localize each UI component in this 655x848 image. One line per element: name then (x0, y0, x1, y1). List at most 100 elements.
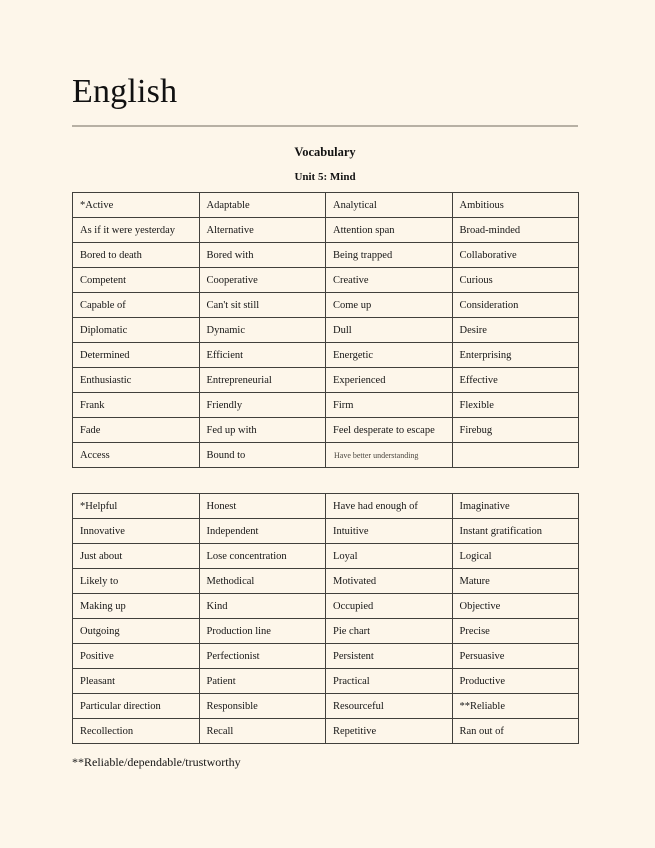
vocab-cell: Loyal (325, 543, 453, 569)
page-title: English (72, 73, 178, 110)
table-row: Making up Kind Occupied Objective (72, 593, 579, 619)
vocab-cell: Recall (198, 718, 326, 744)
table-row: Innovative Independent Intuitive Instant gr… (72, 518, 579, 544)
vocab-cell: Desire (451, 317, 579, 343)
vocab-cell: Have better understanding (325, 442, 453, 468)
vocab-cell: Access (72, 442, 200, 468)
vocab-cell: Frank (72, 392, 200, 418)
vocab-cell: **Reliable (451, 693, 579, 719)
vocabulary-table-1-body: *Active Adaptable Analytical Ambitious As if… (72, 192, 579, 468)
vocab-cell: Fed up with (198, 417, 326, 443)
vocab-cell: Intuitive (325, 518, 453, 544)
vocab-cell: Persistent (325, 643, 453, 669)
vocab-cell: Recollection (72, 718, 200, 744)
vocab-cell: Outgoing (72, 618, 200, 644)
vocabulary-table-2-body: *Helpful Honest Have had enough of Imaginat… (72, 493, 579, 744)
vocab-cell-empty (451, 442, 579, 468)
vocab-cell: Cooperative (198, 267, 326, 293)
vocab-cell: Perfectionist (198, 643, 326, 669)
vocab-cell: Creative (325, 267, 453, 293)
table-row: Determined Efficient Energetic Enterprising (72, 342, 579, 368)
vocab-cell: Particular direction (72, 693, 200, 719)
vocab-cell: Likely to (72, 568, 200, 594)
vocabulary-table-2: *Helpful Honest Have had enough of Imaginat… (72, 493, 579, 744)
vocab-cell: Ambitious (451, 192, 579, 218)
unit-heading: Unit 5: Mind (294, 171, 356, 183)
vocab-cell: Instant gratification (451, 518, 579, 544)
vocab-cell: Energetic (325, 342, 453, 368)
vocab-cell: *Helpful (72, 493, 200, 519)
vocab-cell: Efficient (198, 342, 326, 368)
vocab-cell: Pleasant (72, 668, 200, 694)
vocab-cell: Repetitive (325, 718, 453, 744)
vocab-cell: Motivated (325, 568, 453, 594)
vocab-cell: Production line (198, 618, 326, 644)
table-row: Particular direction Responsible Resourcef… (72, 693, 579, 719)
section-heading: Vocabulary (294, 145, 356, 159)
table-row: Outgoing Production line Pie chart Precise (72, 618, 579, 644)
table-row: Fade Fed up with Feel desperate to escape F… (72, 417, 579, 443)
vocab-cell: Bored with (198, 242, 326, 268)
table-row: Frank Friendly Firm Flexible (72, 392, 579, 418)
table-row: Likely to Methodical Motivated Mature (72, 568, 579, 594)
vocab-cell: Persuasive (451, 643, 579, 669)
vocab-cell: Responsible (198, 693, 326, 719)
vocab-cell: Positive (72, 643, 200, 669)
vocab-cell: Honest (198, 493, 326, 519)
vocab-cell: Firebug (451, 417, 579, 443)
vocab-cell: Determined (72, 342, 200, 368)
vocab-cell: Adaptable (198, 192, 326, 218)
vocab-cell: Pie chart (325, 618, 453, 644)
vocab-cell: *Active (72, 192, 200, 218)
vocabulary-table-1: *Active Adaptable Analytical Ambitious As if… (72, 192, 579, 468)
vocab-cell: Being trapped (325, 242, 453, 268)
vocab-cell: Practical (325, 668, 453, 694)
vocab-cell: Come up (325, 292, 453, 318)
vocab-cell: Independent (198, 518, 326, 544)
vocab-cell: Have had enough of (325, 493, 453, 519)
vocab-cell: Precise (451, 618, 579, 644)
vocab-cell: Kind (198, 593, 326, 619)
table-row: *Helpful Honest Have had enough of Imaginat… (72, 493, 579, 519)
vocab-cell: Effective (451, 367, 579, 393)
vocab-cell: Curious (451, 267, 579, 293)
table-row: Access Bound to Have better understanding (72, 442, 579, 468)
table-row: Just about Lose concentration Loyal Logical (72, 543, 579, 569)
vocab-cell: Attention span (325, 217, 453, 243)
table-row: As if it were yesterday Alternative Attent… (72, 217, 579, 243)
vocab-cell: Ran out of (451, 718, 579, 744)
vocab-cell: As if it were yesterday (72, 217, 200, 243)
table-row: Recollection Recall Repetitive Ran out of (72, 718, 579, 744)
vocab-cell: Methodical (198, 568, 326, 594)
vocab-cell: Mature (451, 568, 579, 594)
vocab-cell: Making up (72, 593, 200, 619)
footnote: **Reliable/dependable/trustworthy (72, 755, 241, 769)
vocab-cell: Entrepreneurial (198, 367, 326, 393)
vocab-cell: Enthusiastic (72, 367, 200, 393)
vocab-cell: Objective (451, 593, 579, 619)
vocab-cell: Collaborative (451, 242, 579, 268)
vocab-cell: Logical (451, 543, 579, 569)
table-row: Enthusiastic Entrepreneurial Experienced Ef… (72, 367, 579, 393)
vocab-cell: Patient (198, 668, 326, 694)
vocab-cell: Fade (72, 417, 200, 443)
vocab-cell: Competent (72, 267, 200, 293)
vocab-cell: Imaginative (451, 493, 579, 519)
vocab-cell: Consideration (451, 292, 579, 318)
vocab-cell: Resourceful (325, 693, 453, 719)
vocab-cell: Capable of (72, 292, 200, 318)
table-row: Pleasant Patient Practical Productive (72, 668, 579, 694)
vocab-cell: Lose concentration (198, 543, 326, 569)
vocab-cell: Dull (325, 317, 453, 343)
vocab-cell: Just about (72, 543, 200, 569)
vocab-cell: Experienced (325, 367, 453, 393)
vocab-cell: Bored to death (72, 242, 200, 268)
vocab-cell: Dynamic (198, 317, 326, 343)
vocab-cell: Firm (325, 392, 453, 418)
table-row: Diplomatic Dynamic Dull Desire (72, 317, 579, 343)
vocab-cell: Enterprising (451, 342, 579, 368)
vocab-cell: Can't sit still (198, 292, 326, 318)
table-row: Capable of Can't sit still Come up Consider… (72, 292, 579, 318)
table-row: Bored to death Bored with Being trapped Col… (72, 242, 579, 268)
